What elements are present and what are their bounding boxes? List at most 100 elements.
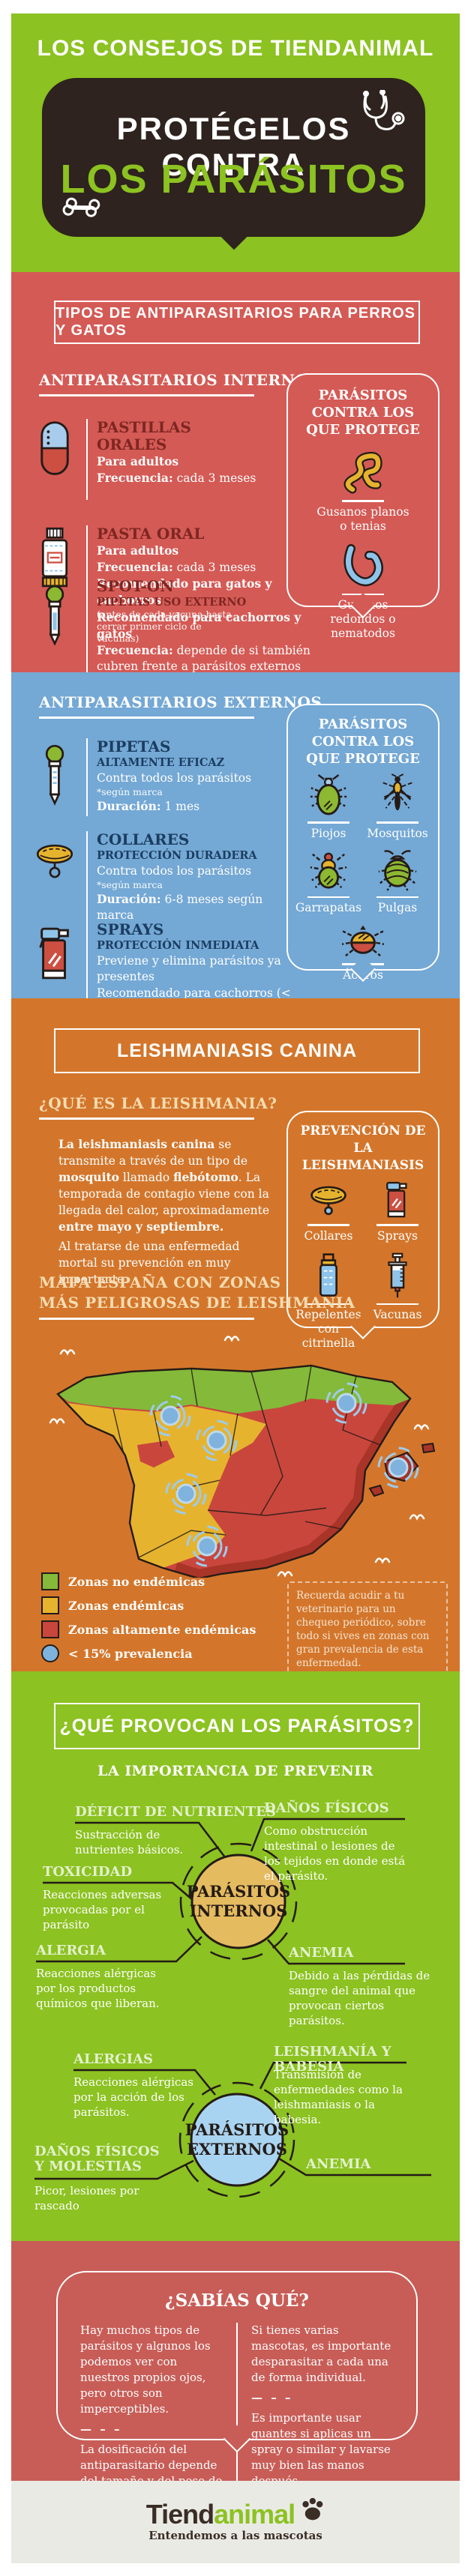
item-title: COLLARES — [97, 830, 190, 848]
map-heading-line1: MAPA ESPAÑA CON ZONAS — [39, 1273, 281, 1291]
entry-divider — [308, 1224, 350, 1226]
did-you-know-section: ¿SABÍAS QUÉ? Hay muchos tipos de parásit… — [11, 2241, 460, 2481]
callout-anemia2-heading: ANEMIA — [306, 2156, 371, 2172]
line-text: Contra todos los parásitos — [97, 771, 252, 785]
item-line: Duración: 1 mes — [97, 798, 289, 815]
entry-divider — [308, 821, 350, 824]
entry-label: Repelentes — [296, 1308, 362, 1321]
callout-anemia-heading: ANEMIA — [289, 1945, 354, 1961]
item-subtitle: ALTAMENTE EFICAZ — [97, 756, 225, 769]
title-speech-bubble: PROTÉGELOS CONTRA LOS PARÁSITOS — [42, 78, 425, 250]
item-line: Duración: 6-8 meses según marca — [97, 891, 289, 923]
item-title: PIPETAS — [97, 737, 171, 755]
entry-divider — [376, 1224, 418, 1226]
item-text: SPOT-ON PIPETAS USO EXTERNO Recomendado … — [86, 578, 310, 672]
prevention-grid: Collares Sprays — [288, 1180, 438, 1351]
flea-icon — [377, 848, 418, 892]
line-bold: Recomendado para gatos y cachorros — [97, 576, 272, 607]
syringe-icon — [384, 1252, 411, 1299]
entry-divider — [342, 500, 384, 502]
leishmania-section-title: LEISHMANIASIS CANINA — [54, 1028, 420, 1073]
pipette-icon — [34, 578, 76, 645]
know-paragraph: La dosificación del antiparasitario depe… — [80, 2443, 223, 2481]
internal-heading: ANTIPARASITARIOS INTERNOS — [39, 371, 320, 389]
legend-label: Zonas altamente endémicas — [68, 1622, 256, 1637]
know-paragraph: Si tienes varias mascotas, es importante… — [251, 2323, 392, 2384]
louse-icon — [308, 773, 349, 817]
effects-section-title: ¿QUÉ PROVOCAN LOS PARÁSITOS? — [54, 1703, 420, 1749]
spray-bottle-icon — [34, 921, 76, 983]
pipette-icon — [34, 738, 76, 806]
leishmania-section: LEISHMANIASIS CANINA ¿QUÉ ES LA LEISHMAN… — [11, 998, 460, 1671]
entry-label: Collares — [304, 1228, 353, 1243]
legend-label: Zonas no endémicas — [68, 1574, 206, 1589]
internal-circle-label: PARÁSITOS INTERNOS — [186, 1882, 291, 1921]
line-bold: Frecuencia: — [97, 471, 173, 485]
circle-line2: INTERNOS — [189, 1901, 288, 1920]
bone-icon — [58, 190, 104, 226]
p1-text: llamado — [118, 1171, 174, 1184]
circle-line1: PARÁSITOS — [184, 2120, 290, 2139]
types-section-title: TIPOS DE ANTIPARASITARIOS PARA PERROS Y … — [54, 301, 420, 344]
item-line: Frecuencia: cada 3 meses — [97, 559, 289, 576]
mosquito-icon — [377, 773, 418, 817]
item-pipetas: PIPETAS ALTAMENTE EFICAZ Contra todos lo… — [34, 738, 289, 816]
entry-label: Mosquitos — [367, 826, 428, 840]
p1-bold: flebótomo — [173, 1170, 238, 1184]
callout-leishmania-heading: LEISHMANÍA Y BABESIA — [274, 2044, 392, 2075]
province-borders — [112, 1366, 381, 1558]
item-line: Recomendado para gatos y cachorros — [97, 576, 289, 609]
map-heading: MAPA ESPAÑA CON ZONAS MÁS PELIGROSAS DE … — [39, 1273, 356, 1313]
prevention-entry-collares: Collares — [294, 1180, 363, 1243]
what-is-underline — [39, 1117, 254, 1120]
entry-label: Sprays — [377, 1228, 418, 1243]
header-section: LOS CONSEJOS DE TIENDANIMAL PROTÉGELOS C… — [11, 13, 460, 272]
item-title: PASTILLAS ORALES — [97, 418, 191, 453]
diagram-connectors — [36, 1818, 405, 1965]
footer-tagline: Entendemos a las mascotas — [148, 2529, 322, 2542]
prevalence-markers — [149, 1382, 419, 1567]
effects-section: ¿QUÉ PROVOCAN LOS PARÁSITOS? LA IMPORTAN… — [11, 1671, 460, 2241]
circle-line1: PARÁSITOS — [186, 1882, 291, 1901]
tapeworm-icon — [336, 446, 390, 495]
know-paragraph: Hay muchos tipos de parásitos y algunos … — [80, 2323, 211, 2416]
collar-icon — [307, 1180, 350, 1219]
prevention-entry-repelentes: Repelentes con citrinella — [294, 1252, 363, 1351]
callout-danos-molestias-heading: DAÑOS FÍSICOS Y MOLESTIAS — [34, 2144, 160, 2174]
callout-alergia-heading: ALERGIA — [36, 1943, 106, 1958]
did-you-know-columns: Hay muchos tipos de parásitos y algunos … — [80, 2323, 394, 2481]
main-title-line1: PROTÉGELOS CONTRA — [116, 111, 351, 182]
leishmania-paragraph-2: Al tratarse de una enfermedad mortal su … — [58, 1240, 240, 1286]
item-sprays: SPRAYS PROTECCIÓN INMEDIATA Previene y e… — [34, 921, 304, 998]
line-bold: Duración: — [97, 892, 161, 906]
main-title-line2: LOS PARÁSITOS — [60, 157, 407, 202]
item-subtitle: PROTECCIÓN INMEDIATA — [97, 939, 260, 952]
callout-deficit-body: Sustracción de nutrientes básicos. — [75, 1828, 184, 1856]
line-text: 6-8 meses según marca — [97, 893, 263, 922]
protect-entry-tapeworm: Gusanos planos o tenias — [288, 446, 438, 534]
spray-bottle-icon — [381, 1180, 414, 1219]
line-text: Recomendado para cachorros (< 7-8 semana… — [97, 986, 291, 998]
did-you-know-box: ¿SABÍAS QUÉ? Hay muchos tipos de parásit… — [56, 2271, 418, 2481]
prevention-entry-sprays: Sprays — [363, 1180, 432, 1243]
item-title: SPRAYS — [97, 920, 164, 938]
external-heading: ANTIPARASITARIOS EXTERNOS — [39, 693, 322, 711]
speech-bubble-tail — [220, 222, 248, 250]
what-is-heading: ¿QUÉ ES LA LEISHMANIA? — [39, 1094, 278, 1112]
line-text: cada 3 meses — [172, 561, 256, 574]
roundworm-icon — [336, 543, 390, 589]
line-bold: Frecuencia: — [97, 643, 173, 657]
leishmania-title-text: LEISHMANIASIS CANINA — [116, 1040, 357, 1061]
callout-danos-body: Como obstrucción intestinal o lesiones d… — [264, 1824, 406, 1883]
legend-item-endemic: Zonas endémicas — [41, 1596, 256, 1614]
kicker-title: LOS CONSEJOS DE TIENDANIMAL — [37, 36, 434, 61]
line-text: depende de si también cubren frente a pa… — [97, 644, 310, 672]
blue-circle-swatch — [41, 1644, 59, 1662]
external-circle-label: PARÁSITOS EXTERNOS — [184, 2120, 290, 2159]
item-pastillas-orales: PASTILLAS ORALES Para adultos Frecuencia… — [34, 419, 281, 500]
callout-toxicidad-heading: TOXICIDAD — [43, 1864, 133, 1880]
item-subtitle: PIPETAS USO EXTERNO — [97, 596, 247, 609]
callout-danos-molestias-body: Picor, lesiones por rascado — [34, 2184, 140, 2212]
item-line: Para adultos — [97, 543, 289, 559]
